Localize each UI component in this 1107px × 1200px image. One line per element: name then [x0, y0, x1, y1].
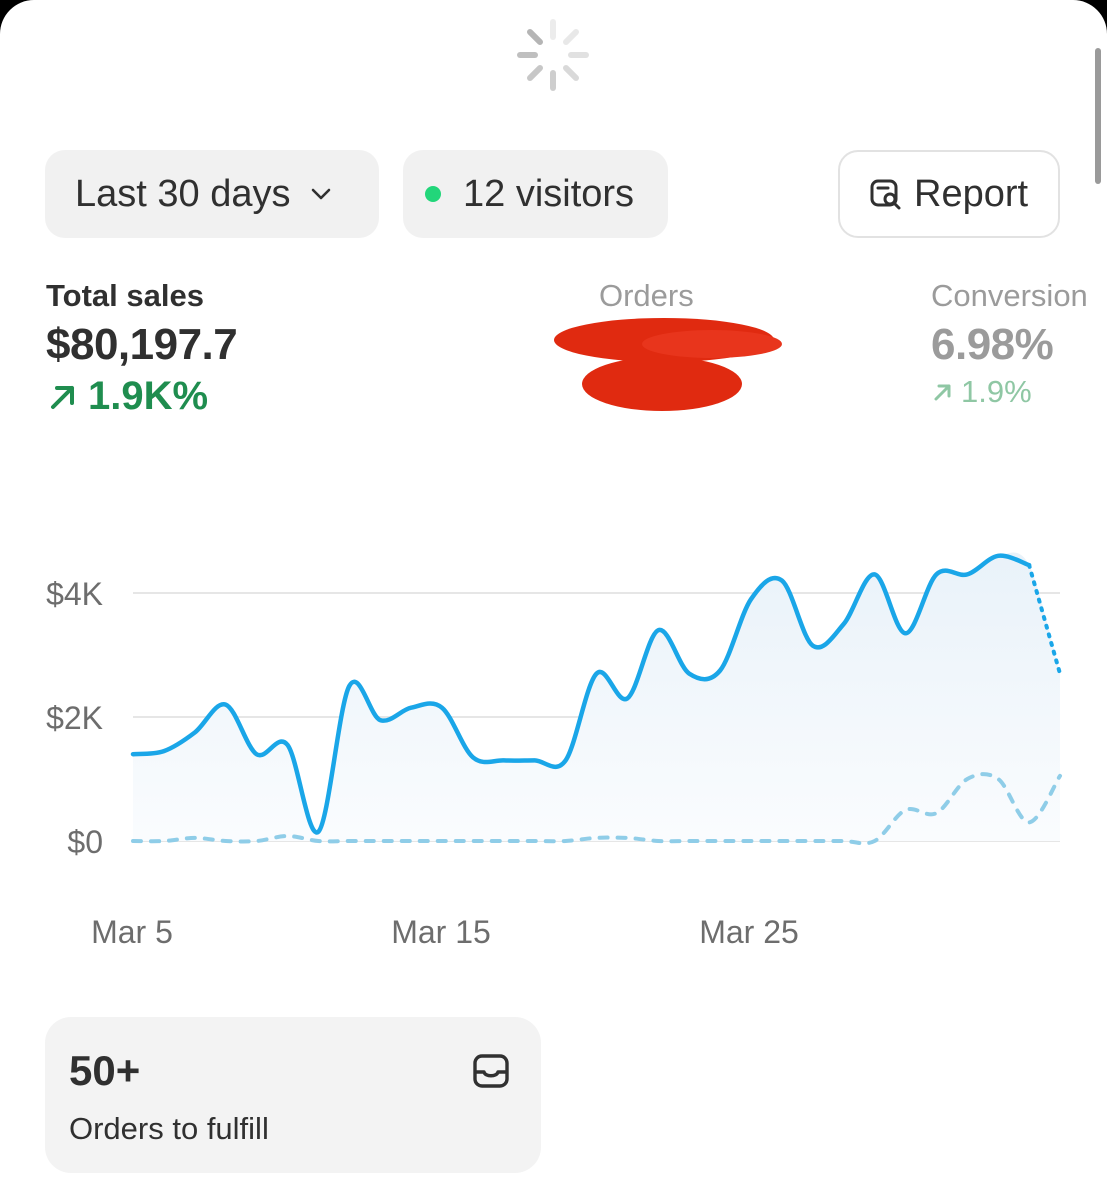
x-tick-label: Mar 15 [391, 914, 491, 950]
metric-delta-value: 1.9K% [88, 374, 209, 418]
metric-delta-value: 1.9% [961, 374, 1032, 409]
orders-to-fulfill-card[interactable]: 50+ Orders to fulfill [45, 1017, 541, 1173]
x-tick-label: Mar 25 [699, 914, 799, 950]
sales-area [133, 552, 1060, 841]
metric-label: Orders [599, 278, 694, 313]
date-range-label: Last 30 days [75, 172, 291, 215]
y-tick-label: $0 [67, 824, 103, 860]
metric-value: 6.98% [931, 320, 1054, 369]
metric-label: Conversion [931, 278, 1088, 313]
redaction-scribble [554, 318, 782, 411]
y-tick-label: $2K [46, 700, 103, 736]
arrow-up-right-icon [51, 385, 74, 409]
sales-chart: $4K $2K $0 Mar 5 Mar 15 Mar 25 [46, 552, 1062, 950]
spinner-icon [517, 19, 589, 91]
orders-label: Orders to fulfill [69, 1111, 269, 1146]
metric-conversion[interactable]: Conversion 6.98% 1.9% [931, 278, 1088, 410]
live-dot-icon [425, 186, 441, 202]
date-range-select[interactable]: Last 30 days [45, 150, 379, 238]
metric-delta: 1.9% [931, 374, 1088, 410]
sales-series-projection [1027, 563, 1062, 676]
inbox-icon [473, 1054, 509, 1088]
report-search-icon [870, 179, 901, 210]
metric-delta: 1.9K% [46, 374, 237, 419]
x-tick-label: Mar 5 [91, 914, 173, 950]
metric-total-sales[interactable]: Total sales $80,197.7 1.9K% [46, 278, 238, 419]
y-tick-label: $4K [46, 576, 103, 612]
visitors-label: 12 visitors [463, 172, 635, 215]
scrollbar[interactable] [1095, 48, 1101, 184]
metric-value: $80,197.7 [46, 320, 238, 369]
metric-orders[interactable]: Orders [599, 278, 694, 314]
report-label: Report [914, 172, 1029, 215]
report-button[interactable]: Report [838, 150, 1060, 238]
chevron-down-icon [312, 188, 331, 200]
orders-count: 50+ [69, 1047, 141, 1094]
sales-series-line [130, 553, 1032, 835]
arrow-up-right-icon [934, 384, 951, 401]
metric-label: Total sales [46, 278, 204, 313]
live-visitors-button[interactable]: 12 visitors [403, 150, 668, 238]
